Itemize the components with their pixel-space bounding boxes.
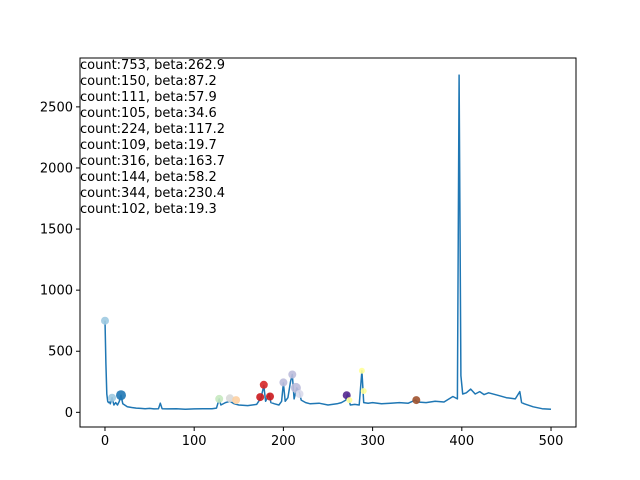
annotation-line: count:102, beta:19.3 bbox=[80, 202, 217, 217]
data-point-marker bbox=[412, 396, 421, 405]
axes-frame bbox=[79, 57, 577, 428]
annotation-line: count:105, beta:34.6 bbox=[80, 106, 217, 121]
annotation-line: count:109, beta:19.7 bbox=[80, 138, 217, 153]
x-tick-label: 300 bbox=[360, 434, 385, 449]
data-point-marker bbox=[288, 370, 297, 379]
data-point-marker bbox=[358, 367, 365, 374]
annotation-line: count:344, beta:230.4 bbox=[80, 186, 225, 201]
data-point-marker bbox=[116, 390, 126, 401]
series-line-0 bbox=[104, 74, 552, 411]
data-point-marker bbox=[101, 316, 109, 325]
data-point-marker bbox=[215, 394, 224, 403]
data-point-marker bbox=[295, 390, 304, 398]
annotation-line: count:753, beta:262.9 bbox=[80, 58, 225, 73]
data-point-marker bbox=[259, 380, 268, 389]
data-point-marker bbox=[266, 392, 274, 401]
y-tick-label: 500 bbox=[48, 345, 73, 360]
x-tick-label: 100 bbox=[182, 434, 207, 449]
x-axis: 0 100 200 300 400 500 bbox=[101, 427, 564, 449]
x-tick-label: 500 bbox=[539, 434, 564, 449]
annotation-line: count:150, beta:87.2 bbox=[80, 74, 217, 89]
x-tick-label: 0 bbox=[101, 434, 109, 449]
data-point-marker bbox=[346, 397, 353, 404]
data-point-marker bbox=[360, 388, 367, 394]
y-tick-label: 1500 bbox=[40, 223, 73, 238]
x-tick-label: 400 bbox=[449, 434, 474, 449]
plot-area bbox=[101, 74, 552, 411]
annotation-line: count:111, beta:57.9 bbox=[80, 90, 217, 105]
annotation-line: count:316, beta:163.7 bbox=[80, 154, 225, 169]
x-tick-label: 200 bbox=[271, 434, 296, 449]
data-point-marker bbox=[279, 378, 288, 387]
annotation-line: count:224, beta:117.2 bbox=[80, 122, 225, 137]
y-tick-label: 1000 bbox=[40, 284, 73, 299]
data-point-marker bbox=[225, 394, 234, 403]
y-tick-label: 0 bbox=[65, 406, 73, 421]
data-point-marker bbox=[108, 393, 117, 402]
data-point-marker bbox=[256, 393, 265, 402]
y-tick-label: 2000 bbox=[40, 161, 73, 176]
annotation-line: count:144, beta:58.2 bbox=[80, 170, 217, 185]
data-point-marker bbox=[232, 396, 241, 405]
y-axis: 0 500 1000 1500 2000 2500 bbox=[40, 100, 80, 421]
y-tick-label: 2500 bbox=[40, 100, 73, 115]
